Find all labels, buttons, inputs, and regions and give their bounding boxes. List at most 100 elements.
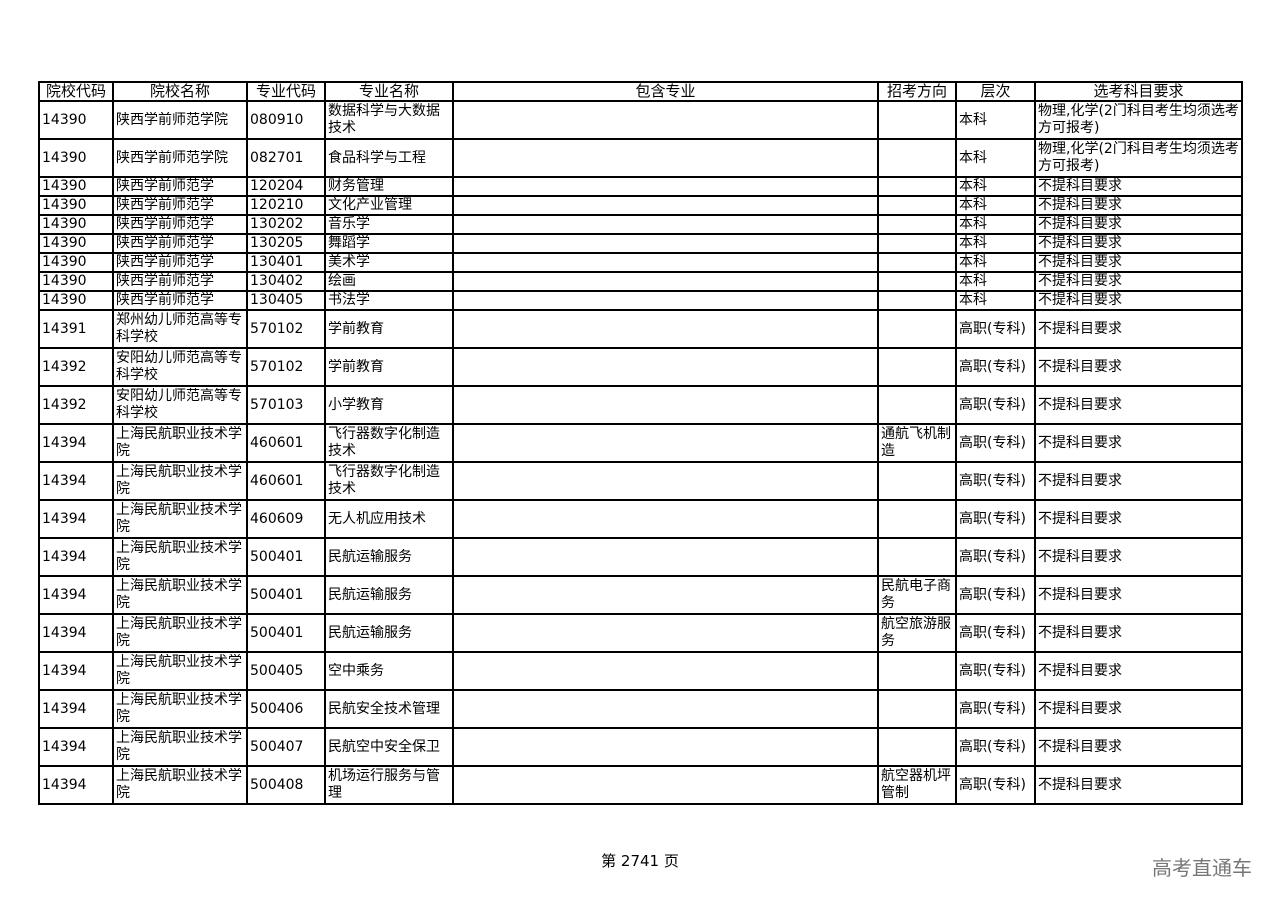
- table-row: 14394 上海民航职业技术学院 500407 民航空中安全保卫 高职(专科) 不提科目要…: [38, 727, 1243, 767]
- cell-included-majors: [452, 271, 879, 292]
- cell-subject-requirement: 不提科目要求: [1034, 727, 1243, 767]
- major-name-text: 空中乘务: [328, 662, 384, 679]
- cell-included-majors: [452, 651, 879, 691]
- cell-school-code: 14394: [38, 689, 114, 729]
- cell-school-code: 14390: [38, 100, 114, 140]
- cell-level: 高职(专科): [955, 575, 1036, 615]
- school-name-text: 陕西学前师范学: [116, 273, 214, 289]
- cell-subject-requirement: 不提科目要求: [1034, 575, 1243, 615]
- major-code-text: 570102: [250, 358, 304, 375]
- school-code-text: 14394: [42, 434, 87, 451]
- level-text: 高职(专科): [959, 320, 1026, 337]
- subject-requirement-text: 不提科目要求: [1038, 178, 1122, 194]
- cell-included-majors: [452, 347, 879, 387]
- table-row: 14392 安阳幼儿师范高等专科学校 570103 小学教育 高职(专科) 不提科目要求: [38, 385, 1243, 425]
- level-text: 高职(专科): [959, 738, 1026, 755]
- level-text: 本科: [959, 235, 987, 251]
- cell-major-name: 民航空中安全保卫: [324, 727, 454, 767]
- level-text: 高职(专科): [959, 434, 1026, 451]
- subject-requirement-text: 不提科目要求: [1038, 624, 1122, 641]
- cell-school-name: 上海民航职业技术学院: [112, 651, 248, 691]
- subject-requirement-text: 不提科目要求: [1038, 548, 1122, 565]
- cell-admission-direction: [877, 537, 957, 577]
- cell-included-majors: [452, 537, 879, 577]
- school-name-text: 郑州幼儿师范高等专科学校: [116, 312, 242, 345]
- school-code-text: 14394: [42, 586, 87, 603]
- header-subject-requirement: 选考科目要求: [1034, 81, 1243, 102]
- major-code-text: 500401: [250, 548, 304, 565]
- cell-school-name: 陕西学前师范学: [112, 252, 248, 273]
- major-name-text: 飞行器数字化制造技术: [328, 426, 440, 459]
- cell-school-code: 14392: [38, 385, 114, 425]
- table-row: 14394 上海民航职业技术学院 500406 民航安全技术管理 高职(专科) 不提科目要…: [38, 689, 1243, 729]
- cell-school-code: 14394: [38, 499, 114, 539]
- table-row: 14390 陕西学前师范学 120210 文化产业管理 本科 不提科目要求: [38, 195, 1243, 216]
- cell-included-majors: [452, 765, 879, 805]
- admission-direction-text: 通航飞机制造: [881, 426, 951, 459]
- cell-school-code: 14394: [38, 765, 114, 805]
- cell-school-name: 陕西学前师范学: [112, 271, 248, 292]
- cell-level: 高职(专科): [955, 461, 1036, 501]
- cell-level: 本科: [955, 252, 1036, 273]
- cell-major-code: 130205: [246, 233, 326, 254]
- cell-school-code: 14390: [38, 271, 114, 292]
- cell-admission-direction: [877, 290, 957, 311]
- school-code-text: 14392: [42, 358, 87, 375]
- cell-school-code: 14390: [38, 233, 114, 254]
- subject-requirement-text: 物理,化学(2门科目考生均须选考方可报考): [1038, 103, 1239, 136]
- school-name-text: 安阳幼儿师范高等专科学校: [116, 388, 242, 421]
- table-row: 14390 陕西学前师范学 130405 书法学 本科 不提科目要求: [38, 290, 1243, 311]
- cell-major-code: 500408: [246, 765, 326, 805]
- cell-major-name: 民航安全技术管理: [324, 689, 454, 729]
- school-code-text: 14394: [42, 548, 87, 565]
- cell-school-name: 上海民航职业技术学院: [112, 689, 248, 729]
- major-code-text: 500401: [250, 624, 304, 641]
- cell-included-majors: [452, 138, 879, 178]
- table-header: 院校代码 院校名称 专业代码 专业名称 包含专业 招考方向 层次 选考科目要求: [38, 81, 1243, 102]
- school-name-text: 陕西学前师范学: [116, 216, 214, 232]
- subject-requirement-text: 不提科目要求: [1038, 510, 1122, 527]
- level-text: 高职(专科): [959, 548, 1026, 565]
- subject-requirement-text: 不提科目要求: [1038, 292, 1122, 308]
- cell-major-name: 绘画: [324, 271, 454, 292]
- cell-level: 高职(专科): [955, 613, 1036, 653]
- school-code-text: 14394: [42, 776, 87, 793]
- cell-included-majors: [452, 689, 879, 729]
- cell-level: 高职(专科): [955, 537, 1036, 577]
- subject-requirement-text: 不提科目要求: [1038, 358, 1122, 375]
- cell-school-name: 陕西学前师范学: [112, 233, 248, 254]
- cell-school-name: 陕西学前师范学: [112, 290, 248, 311]
- major-code-text: 130202: [250, 216, 304, 232]
- cell-school-name: 陕西学前师范学: [112, 195, 248, 216]
- cell-admission-direction: 通航飞机制造: [877, 423, 957, 463]
- level-text: 高职(专科): [959, 396, 1026, 413]
- cell-included-majors: [452, 252, 879, 273]
- table-row: 14390 陕西学前师范学 130401 美术学 本科 不提科目要求: [38, 252, 1243, 273]
- school-code-text: 14390: [42, 273, 87, 289]
- table-row: 14391 郑州幼儿师范高等专科学校 570102 学前教育 高职(专科) 不提科目要求: [38, 309, 1243, 349]
- header-school-code: 院校代码: [38, 81, 114, 102]
- school-code-text: 14390: [42, 149, 87, 166]
- major-code-text: 130205: [250, 235, 304, 251]
- table-row: 14390 陕西学前师范学 130205 舞蹈学 本科 不提科目要求: [38, 233, 1243, 254]
- table-row: 14394 上海民航职业技术学院 500405 空中乘务 高职(专科) 不提科目要求: [38, 651, 1243, 691]
- major-code-text: 570103: [250, 396, 304, 413]
- table-row: 14390 陕西学前师范学 120204 财务管理 本科 不提科目要求: [38, 176, 1243, 197]
- cell-school-code: 14394: [38, 461, 114, 501]
- major-code-text: 460601: [250, 472, 304, 489]
- cell-subject-requirement: 不提科目要求: [1034, 537, 1243, 577]
- subject-requirement-text: 不提科目要求: [1038, 738, 1122, 755]
- cell-major-name: 学前教育: [324, 309, 454, 349]
- cell-level: 高职(专科): [955, 499, 1036, 539]
- table-row: 14394 上海民航职业技术学院 500401 民航运输服务 高职(专科) 不提科目要求: [38, 537, 1243, 577]
- school-code-text: 14394: [42, 624, 87, 641]
- cell-major-code: 082701: [246, 138, 326, 178]
- school-name-text: 上海民航职业技术学院: [116, 692, 242, 725]
- level-text: 本科: [959, 273, 987, 289]
- major-name-text: 食品科学与工程: [328, 149, 426, 166]
- cell-school-code: 14391: [38, 309, 114, 349]
- cell-school-name: 陕西学前师范学: [112, 214, 248, 235]
- school-name-text: 上海民航职业技术学院: [116, 654, 242, 687]
- school-code-text: 14390: [42, 292, 87, 308]
- level-text: 本科: [959, 178, 987, 194]
